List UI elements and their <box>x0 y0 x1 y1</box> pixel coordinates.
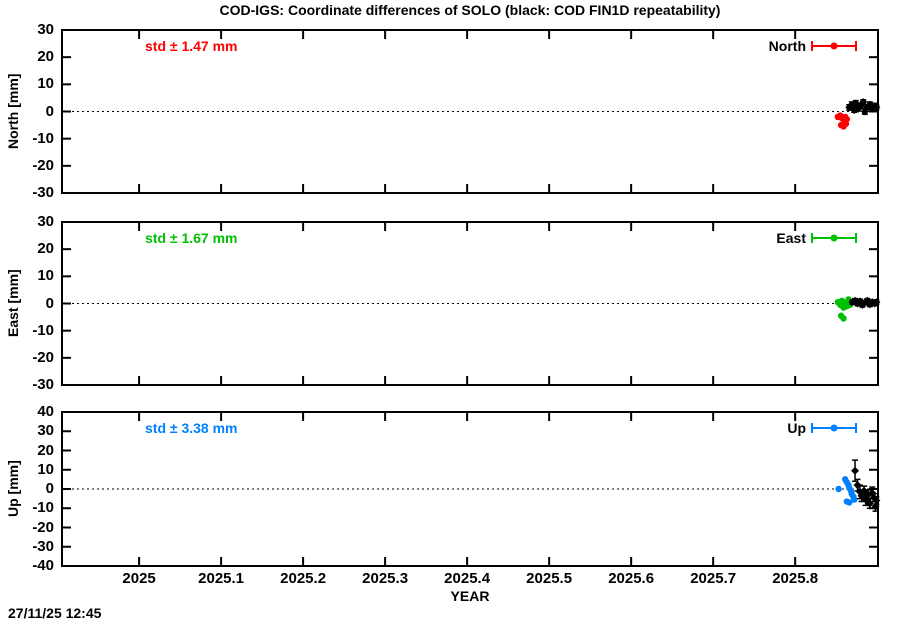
x-tick-label: 2025 <box>122 570 156 587</box>
x-axis-label: YEAR <box>450 588 490 604</box>
panel-up <box>61 411 881 567</box>
y-tick-label: -10 <box>32 321 54 339</box>
y-tick-label: 10 <box>37 75 54 93</box>
data-point <box>851 496 858 503</box>
x-tick-label: 2025.1 <box>198 570 245 587</box>
series-up-repeatability <box>851 459 881 512</box>
legend-dot <box>830 424 838 432</box>
data-point <box>872 496 881 505</box>
data-point <box>872 103 881 112</box>
x-tick-label: 2025.6 <box>608 570 655 587</box>
series-up-difference <box>835 476 858 506</box>
panel-north <box>61 29 881 194</box>
data-point <box>846 499 853 506</box>
y-tick-label: -10 <box>32 129 54 147</box>
std-label-up: std ± 3.38 mm <box>145 420 238 436</box>
y-tick-label: 0 <box>45 102 54 120</box>
y-tick-label: 0 <box>45 294 54 312</box>
std-label-north: std ± 1.47 mm <box>145 38 238 54</box>
series-north-difference <box>834 112 851 130</box>
y-tick-label: -20 <box>32 156 54 174</box>
y-tick-label: 20 <box>37 48 54 66</box>
data-point <box>859 97 868 106</box>
y-tick-label: 10 <box>37 267 54 285</box>
legend-label-up: Up <box>787 420 806 436</box>
x-tick-label: 2025.5 <box>526 570 573 587</box>
x-tick-label: 2025.2 <box>280 570 327 587</box>
x-tick-label: 2025.7 <box>690 570 737 587</box>
std-label-east: std ± 1.67 mm <box>145 230 238 246</box>
y-tick-label: -20 <box>32 518 54 536</box>
legend-label-east: East <box>776 230 806 246</box>
data-point <box>842 120 850 127</box>
y-tick-label: -30 <box>32 184 54 201</box>
legend-dot <box>830 42 838 50</box>
series-north-repeatability <box>845 97 881 116</box>
timestamp: 27/11/25 12:45 <box>8 605 102 621</box>
y-tick-label: 40 <box>37 403 54 420</box>
panel-east <box>61 221 881 386</box>
x-tick-label: 2025.4 <box>444 570 491 587</box>
legend-marker-up <box>811 423 857 433</box>
legend-marker-north <box>811 41 857 51</box>
y-tick-label: 30 <box>37 213 54 230</box>
y-tick-label: -30 <box>32 376 54 393</box>
y-tick-label: 0 <box>45 480 54 497</box>
legend-dot <box>830 234 838 242</box>
data-point <box>851 466 860 475</box>
series-east-repeatability <box>848 296 881 309</box>
data-point <box>840 315 847 322</box>
y-tick-label: 20 <box>37 441 54 459</box>
legend-label-north: North <box>768 38 806 54</box>
panel-frame <box>61 221 879 386</box>
series-east-difference <box>834 296 854 322</box>
legend-marker-east <box>811 233 857 243</box>
y-tick-label: 30 <box>37 422 54 440</box>
data-point <box>835 485 842 493</box>
x-tick-label: 2025.3 <box>362 570 409 587</box>
x-tick-label: 2025.8 <box>772 570 819 587</box>
y-tick-label: 20 <box>37 240 54 258</box>
y-tick-label: 10 <box>37 460 54 478</box>
y-tick-label: -20 <box>32 348 54 366</box>
panel-frame <box>61 29 879 194</box>
data-point <box>872 298 881 307</box>
chart-title: COD-IGS: Coordinate differences of SOLO … <box>219 2 721 18</box>
y-tick-label: -40 <box>32 557 54 574</box>
y-tick-label: -10 <box>32 499 54 517</box>
y-tick-label: -30 <box>32 537 54 555</box>
y-tick-label: 30 <box>37 21 54 38</box>
